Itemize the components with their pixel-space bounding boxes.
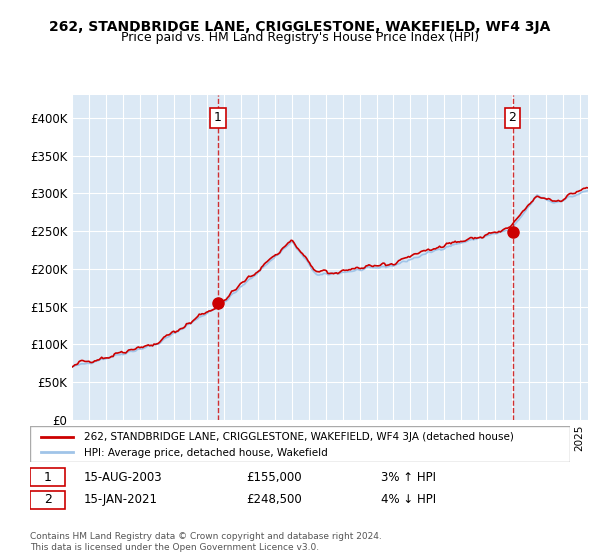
Text: 1: 1: [44, 470, 52, 484]
Text: Contains HM Land Registry data © Crown copyright and database right 2024.
This d: Contains HM Land Registry data © Crown c…: [30, 532, 382, 552]
FancyBboxPatch shape: [30, 491, 65, 508]
Text: 15-AUG-2003: 15-AUG-2003: [84, 470, 163, 484]
Text: 262, STANDBRIDGE LANE, CRIGGLESTONE, WAKEFIELD, WF4 3JA (detached house): 262, STANDBRIDGE LANE, CRIGGLESTONE, WAK…: [84, 432, 514, 442]
Text: £248,500: £248,500: [246, 493, 302, 506]
Text: 262, STANDBRIDGE LANE, CRIGGLESTONE, WAKEFIELD, WF4 3JA: 262, STANDBRIDGE LANE, CRIGGLESTONE, WAK…: [49, 20, 551, 34]
Text: 2: 2: [509, 111, 517, 124]
Text: 3% ↑ HPI: 3% ↑ HPI: [381, 470, 436, 484]
Text: HPI: Average price, detached house, Wakefield: HPI: Average price, detached house, Wake…: [84, 447, 328, 458]
Text: £155,000: £155,000: [246, 470, 302, 484]
FancyBboxPatch shape: [30, 468, 65, 486]
FancyBboxPatch shape: [30, 426, 570, 462]
Text: 15-JAN-2021: 15-JAN-2021: [84, 493, 158, 506]
Text: 4% ↓ HPI: 4% ↓ HPI: [381, 493, 436, 506]
Text: Price paid vs. HM Land Registry's House Price Index (HPI): Price paid vs. HM Land Registry's House …: [121, 31, 479, 44]
Text: 2: 2: [44, 493, 52, 506]
Text: 1: 1: [214, 111, 222, 124]
